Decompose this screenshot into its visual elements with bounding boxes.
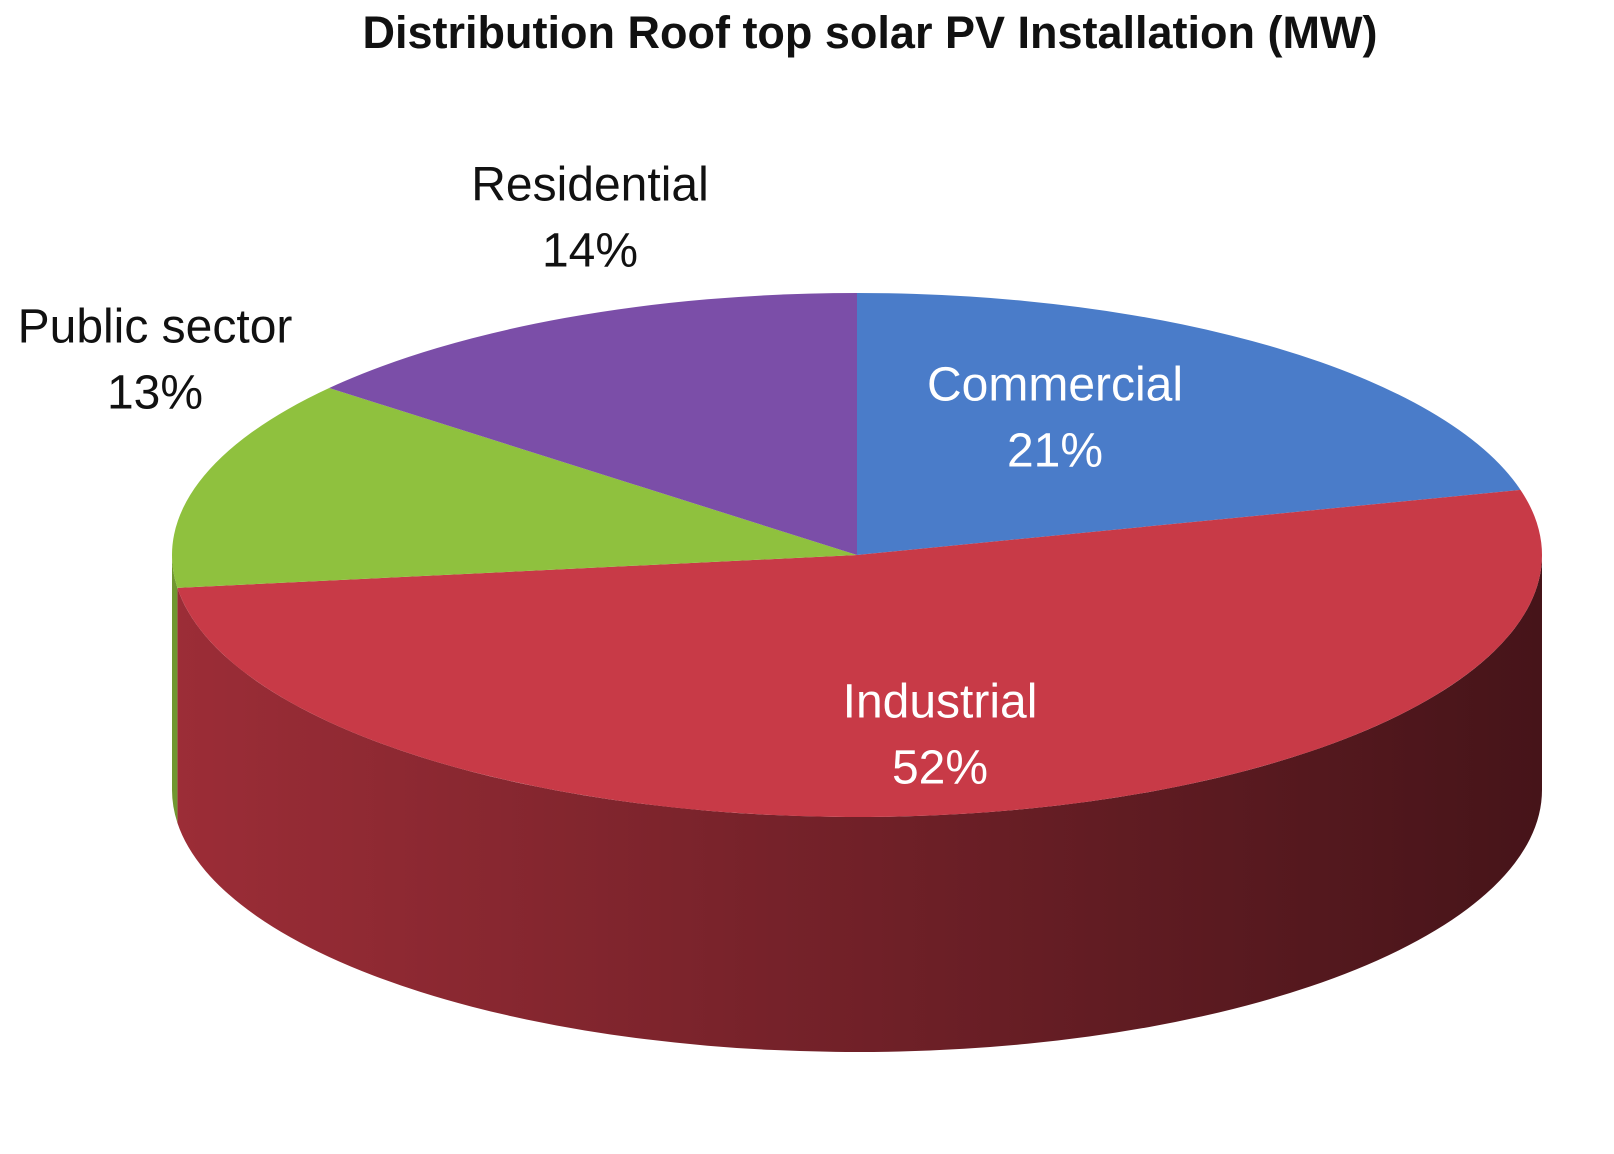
slice-category: Residential <box>471 159 708 212</box>
pie-sides <box>172 555 1543 1052</box>
pie-top <box>171 293 1543 818</box>
pie-slice <box>171 387 857 588</box>
labels: Commercial 21% Industrial 52% Public sector 1… <box>18 159 1183 795</box>
chart-title: Distribution Roof top solar PV Installat… <box>363 7 1378 58</box>
slice-category: Public sector <box>18 301 293 354</box>
slice-side <box>172 555 178 823</box>
slice-value-label: 14% <box>542 225 638 278</box>
slice-value-label: 52% <box>892 742 988 795</box>
pie-slice <box>177 489 1543 818</box>
pie-slice <box>857 293 1521 555</box>
slice-value-label: 13% <box>107 367 203 420</box>
slice-category: Industrial <box>843 676 1038 729</box>
pie-slice <box>329 293 857 555</box>
slice-category: Commercial <box>927 359 1183 412</box>
slice-side <box>177 555 1543 1052</box>
slice-value-label: 21% <box>1007 425 1103 478</box>
